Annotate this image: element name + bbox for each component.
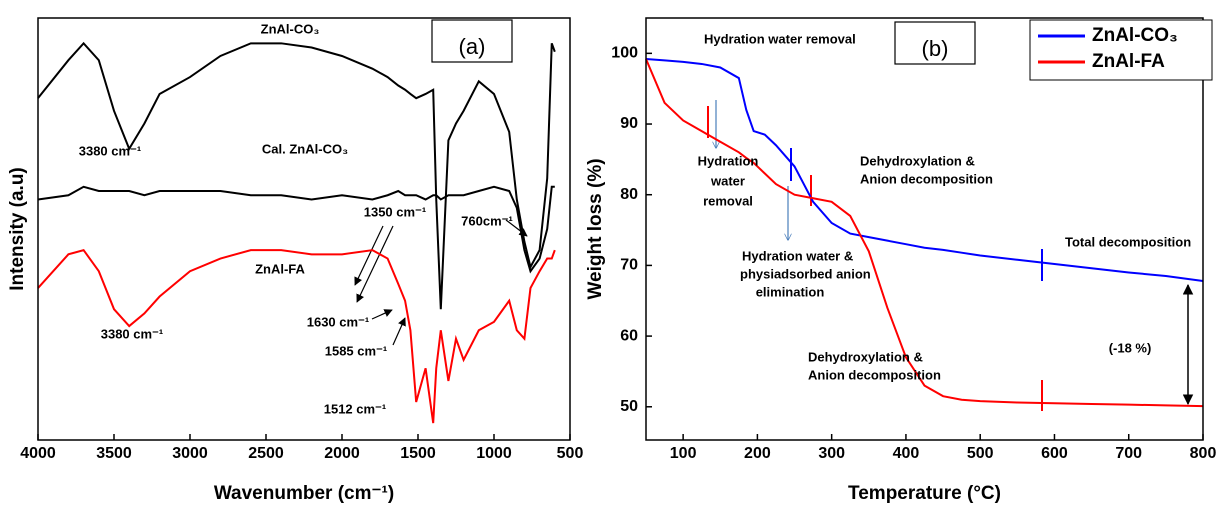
- arrow: [354, 225, 384, 286]
- annotation: 760cm⁻¹: [461, 213, 513, 228]
- y-tick-label: 70: [620, 257, 638, 274]
- annotation: removal: [703, 193, 753, 208]
- annotation: 1630 cm⁻¹: [307, 314, 370, 329]
- y-tick-label: 80: [620, 186, 638, 203]
- legend-frame: [1029, 19, 1213, 81]
- annotation: Anion decomposition: [808, 367, 941, 382]
- x-tick-label: 200: [744, 445, 771, 462]
- x-tick-label: 800: [1190, 445, 1217, 462]
- data-line: [645, 58, 1204, 282]
- x-tick-label: 3000: [172, 445, 208, 462]
- x-tick-label: 700: [1115, 445, 1142, 462]
- x-tick-label: 400: [893, 445, 920, 462]
- x-tick-label: 600: [1041, 445, 1068, 462]
- annotation: ZnAl-CO₃: [261, 21, 320, 36]
- y-tick-label: 50: [620, 398, 638, 415]
- panel-box: [431, 19, 513, 63]
- annotation: 1512 cm⁻¹: [324, 401, 387, 416]
- plot-frame: [645, 17, 1204, 441]
- y-tick-label: 90: [620, 115, 638, 132]
- arrow: [356, 225, 394, 303]
- x-axis-title: Temperature (°C): [848, 483, 1001, 504]
- y-tick-label: 100: [611, 45, 638, 62]
- annotation: 1585 cm⁻¹: [325, 343, 388, 358]
- annotation: Hydration: [698, 153, 759, 168]
- annotation: 3380 cm⁻¹: [79, 143, 142, 158]
- x-tick-label: 4000: [20, 445, 56, 462]
- annotation: Hydration water removal: [704, 31, 856, 46]
- plot-frame: [37, 17, 571, 441]
- arrow: [392, 317, 406, 346]
- panel-box: [894, 21, 976, 65]
- annotation: ZnAl-FA: [255, 261, 305, 276]
- x-tick-label: 500: [557, 445, 584, 462]
- annotation: Dehydroxylation &: [808, 349, 923, 364]
- annotation: Dehydroxylation &: [860, 153, 975, 168]
- x-tick-label: 2500: [248, 445, 284, 462]
- legend-label: ZnAl-CO₃: [1092, 25, 1178, 46]
- x-tick-label: 500: [967, 445, 994, 462]
- data-line: [645, 58, 1204, 408]
- data-line: [37, 248, 556, 424]
- annotation: (-18 %): [1109, 340, 1152, 355]
- legend: ZnAl-CO₃ ZnAl-FA: [1029, 19, 1213, 81]
- annotation: elimination: [756, 284, 825, 299]
- annotation: physiadsorbed anion: [740, 266, 871, 281]
- x-tick-label: 3500: [96, 445, 132, 462]
- x-tick-label: 100: [670, 445, 697, 462]
- annotation: Cal. ZnAl-CO₃: [262, 141, 348, 156]
- annotation: Hydration water &: [742, 248, 853, 263]
- x-tick-label: 2000: [324, 445, 360, 462]
- annotation: Anion decomposition: [860, 171, 993, 186]
- annotation: Total decomposition: [1065, 234, 1191, 249]
- arrow: [371, 309, 393, 320]
- x-tick-label: 300: [818, 445, 845, 462]
- panel-label: (b): [922, 36, 949, 61]
- annotation: 1350 cm⁻¹: [364, 204, 427, 219]
- data-line: [37, 41, 556, 310]
- legend-label: ZnAl-FA: [1092, 51, 1165, 72]
- y-axis-title: Weight loss (%): [585, 158, 606, 299]
- x-axis-title: Wavenumber (cm⁻¹): [214, 483, 394, 504]
- panel-label: (a): [459, 34, 486, 59]
- annotation: water: [710, 173, 745, 188]
- annotation: 3380 cm⁻¹: [101, 326, 164, 341]
- x-tick-label: 1500: [400, 445, 436, 462]
- markers: [707, 106, 1043, 411]
- data-line: [37, 185, 555, 274]
- x-tick-label: 1000: [476, 445, 512, 462]
- y-tick-label: 60: [620, 327, 638, 344]
- y-axis-title: Intensity (a.u): [7, 167, 28, 291]
